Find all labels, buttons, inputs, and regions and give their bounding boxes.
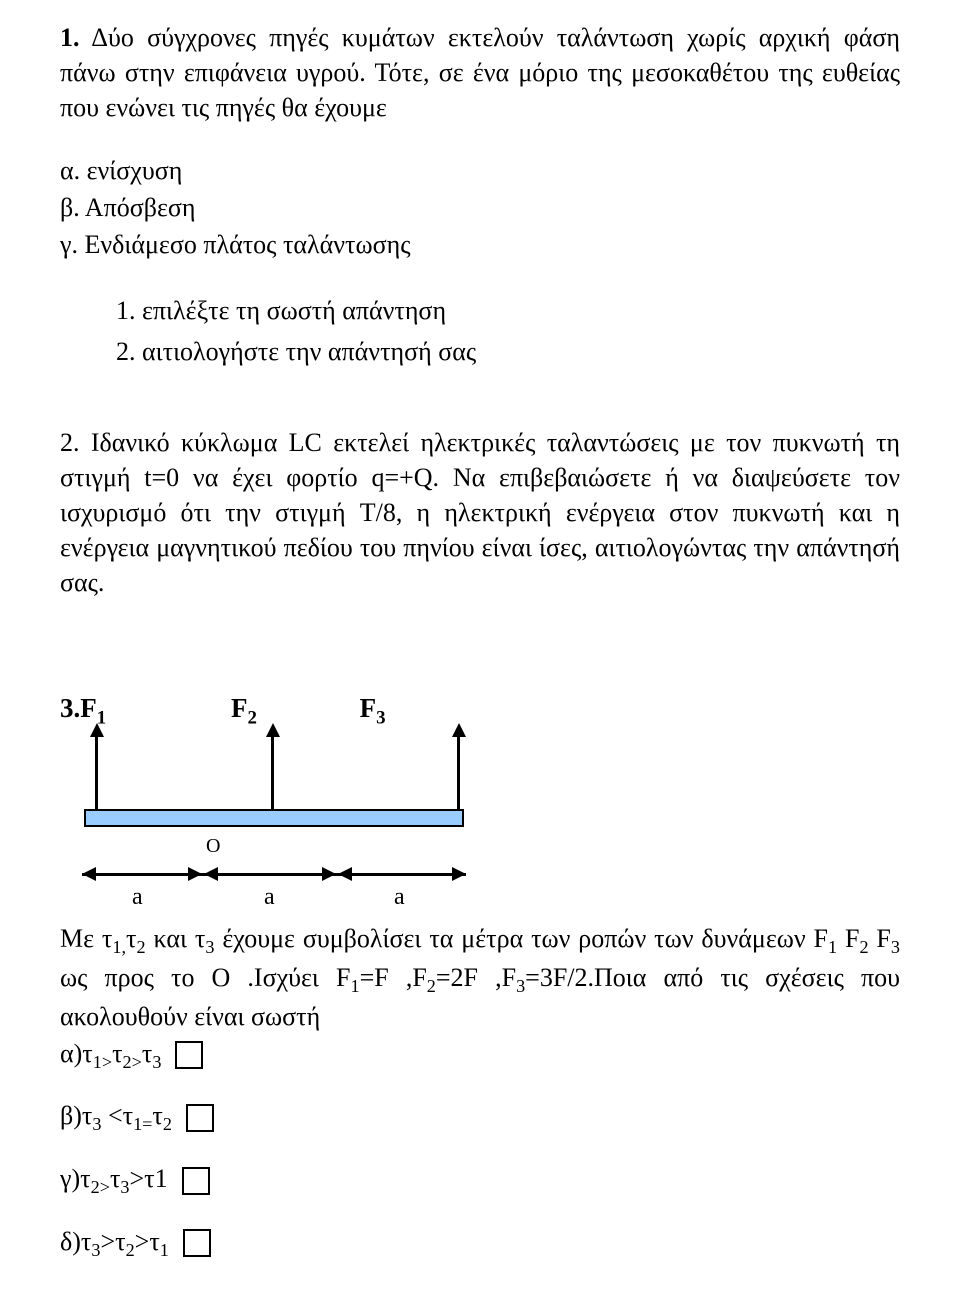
- seg1-left-arrow: [82, 867, 96, 881]
- seg2-right-arrow: [322, 867, 336, 881]
- q1-opt-b: β. Απόσβεση: [60, 190, 900, 225]
- q1-subtasks: 1. επιλέξτε τη σωστή απάντηση 2. αιτιολο…: [60, 293, 900, 369]
- choice-c-text: γ)τ2>τ3>τ1: [60, 1161, 168, 1200]
- q1-number: 1.: [60, 23, 80, 52]
- q1-sub2: 2. αιτιολογήστε την απάντησή σας: [116, 334, 900, 369]
- q3-choice-b: β)τ3 <τ1=τ2: [60, 1098, 900, 1137]
- choice-a-text: α)τ1>τ2>τ3: [60, 1036, 161, 1075]
- a3-label: a: [394, 881, 405, 913]
- arrow-f1-shaft: [95, 735, 98, 811]
- arrow-f2-shaft: [271, 735, 274, 811]
- arrow-f3-shaft: [457, 735, 460, 811]
- seg2-left-arrow: [204, 867, 218, 881]
- q3-choice-a: α)τ1>τ2>τ3: [60, 1036, 900, 1075]
- checkbox-d[interactable]: [183, 1229, 211, 1257]
- q1-text: Δύο σύγχρονες πηγές κυμάτων εκτελούν ταλ…: [60, 23, 900, 122]
- q2-text: 2. Ιδανικό κύκλωμα LC εκτελεί ηλεκτρικές…: [60, 425, 900, 600]
- q1-options: α. ενίσχυση β. Απόσβεση γ. Ενδιάμεσο πλά…: [60, 153, 900, 262]
- q1-sub1: 1. επιλέξτε τη σωστή απάντηση: [116, 293, 900, 328]
- torque-diagram: O a a a: [64, 723, 504, 913]
- q1-opt-c: γ. Ενδιάμεσο πλάτος ταλάντωσης: [60, 227, 900, 262]
- choice-b-text: β)τ3 <τ1=τ2: [60, 1098, 172, 1137]
- choice-d-text: δ)τ3>τ2>τ1: [60, 1224, 169, 1263]
- checkbox-b[interactable]: [186, 1104, 214, 1132]
- q1-opt-a: α. ενίσχυση: [60, 153, 900, 188]
- q3-choice-c: γ)τ2>τ3>τ1: [60, 1161, 900, 1200]
- q3-choice-d: δ)τ3>τ2>τ1: [60, 1224, 900, 1263]
- q1-stem: 1. Δύο σύγχρονες πηγές κυμάτων εκτελούν …: [60, 20, 900, 125]
- checkbox-c[interactable]: [182, 1167, 210, 1195]
- f1-label: F1: [80, 693, 106, 723]
- a1-label: a: [132, 881, 143, 913]
- q3-body: Με τ1,τ2 και τ3 έχουμε συμβολίσει τα μέτ…: [60, 921, 900, 1034]
- beam: [84, 809, 464, 827]
- checkbox-a[interactable]: [175, 1041, 203, 1069]
- q3-number: 3.: [60, 690, 80, 726]
- seg3-left-arrow: [338, 867, 352, 881]
- axis-line: [82, 873, 466, 876]
- seg3-right-arrow: [452, 867, 466, 881]
- seg1-right-arrow: [188, 867, 202, 881]
- o-label: O: [206, 833, 220, 860]
- a2-label: a: [264, 881, 275, 913]
